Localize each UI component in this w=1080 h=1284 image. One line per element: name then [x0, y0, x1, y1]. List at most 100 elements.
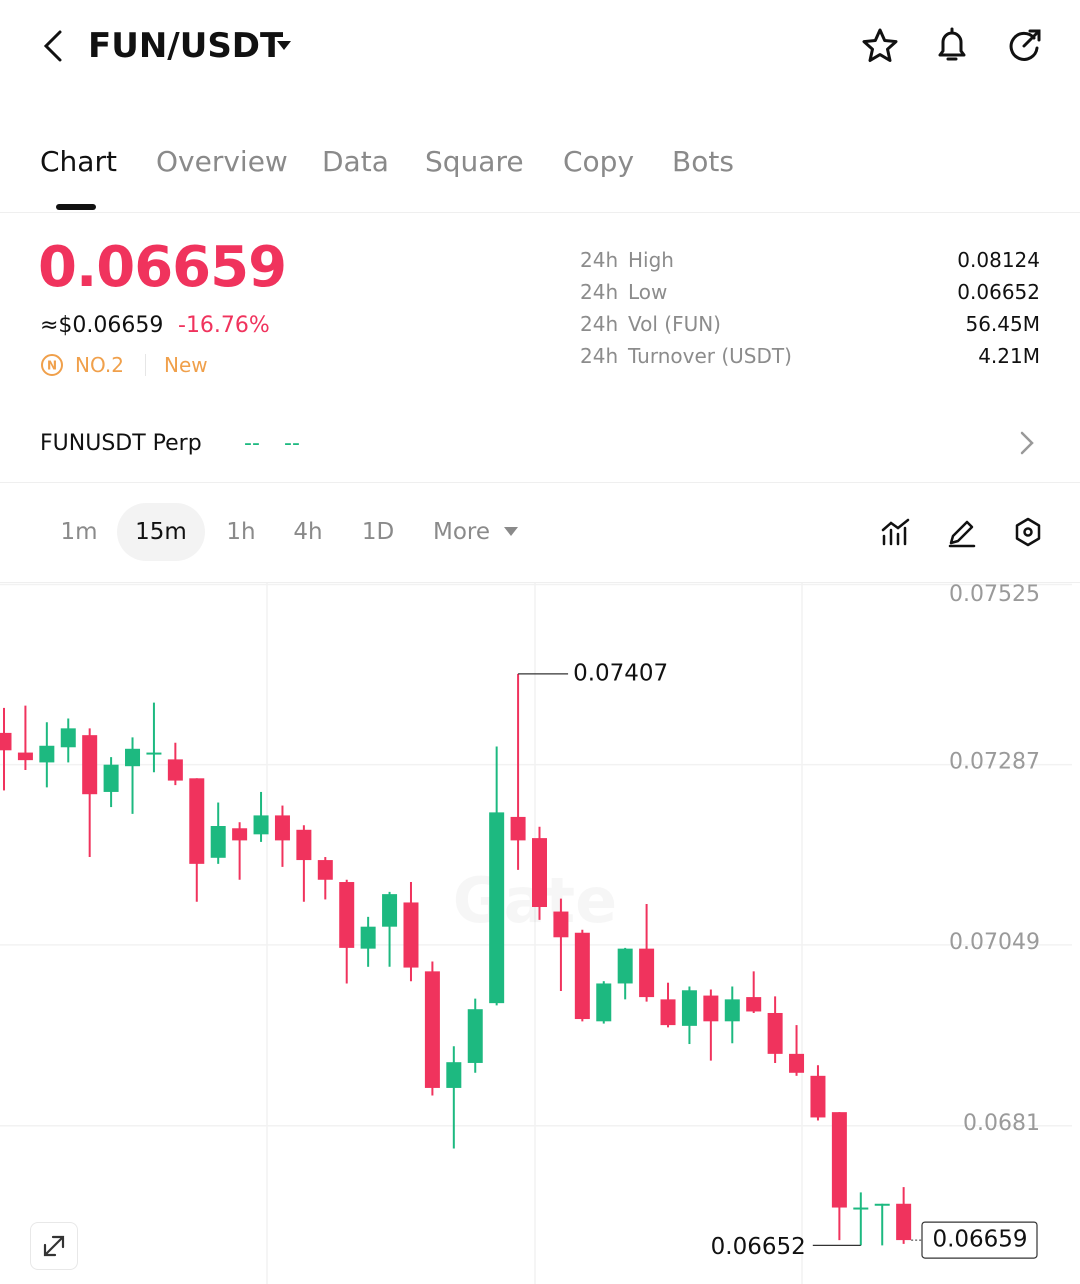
candle-body — [510, 816, 526, 841]
share-icon[interactable] — [1004, 26, 1044, 66]
candle-body — [360, 926, 376, 949]
y-tick-label: 0.07525 — [949, 583, 1040, 607]
candle-body — [253, 815, 269, 835]
settings-icon[interactable] — [1012, 516, 1044, 548]
tab[interactable]: Copy — [563, 145, 635, 178]
star-icon[interactable] — [860, 26, 900, 66]
candle-body — [146, 752, 162, 755]
stat-name: High — [628, 248, 674, 272]
candle-body — [532, 838, 547, 908]
back-icon[interactable] — [38, 28, 68, 64]
candle-body — [39, 745, 55, 763]
candle-body — [617, 948, 633, 984]
interval-button[interactable]: More — [433, 519, 491, 545]
candle-body — [681, 990, 697, 1026]
rank-label: NO.2 — [75, 353, 124, 377]
last-price-box — [921, 1221, 1038, 1259]
candle-body — [767, 1012, 783, 1054]
stat-value: 0.08124 — [957, 248, 1040, 272]
draw-icon[interactable] — [946, 516, 978, 548]
price-change: -16.76% — [178, 313, 270, 338]
expand-button[interactable] — [30, 1222, 78, 1270]
candle-body — [831, 1112, 847, 1208]
candle-body — [724, 999, 740, 1022]
y-tick-label: 0.07049 — [949, 930, 1040, 955]
stat-period: 24h — [580, 248, 619, 272]
tag-label: New — [164, 353, 208, 377]
tab[interactable]: Chart — [40, 145, 117, 178]
candle-body — [103, 764, 119, 792]
candle-body — [596, 983, 612, 1022]
candle-body — [553, 911, 569, 938]
interval-button[interactable]: 4h — [293, 519, 323, 545]
candle-body — [167, 759, 183, 781]
candle-body — [746, 997, 762, 1012]
candle-body — [317, 860, 333, 880]
perp-name[interactable]: FUNUSDT Perp — [40, 431, 202, 456]
interval-button[interactable]: 15m — [117, 503, 205, 561]
bell-icon[interactable] — [932, 26, 972, 66]
divider — [0, 582, 1080, 583]
candle-body — [339, 882, 355, 948]
pair-caret[interactable] — [276, 40, 292, 52]
candle-body — [446, 1062, 462, 1088]
divider — [0, 482, 1080, 483]
perp-change: -- — [284, 431, 300, 456]
candle-body — [17, 752, 33, 761]
candle-body — [810, 1075, 826, 1118]
usd-price: ≈$0.06659 — [40, 313, 164, 338]
candle-body — [424, 971, 440, 1088]
stat-period: 24h — [580, 344, 619, 368]
candle-body — [639, 948, 655, 998]
candle-body — [232, 828, 248, 841]
candle-body — [467, 1009, 483, 1063]
tab-indicator — [56, 204, 96, 210]
candle-body — [403, 902, 419, 968]
candle-body — [382, 894, 398, 927]
tab[interactable]: Overview — [156, 145, 288, 178]
interval-button[interactable]: 1m — [60, 519, 98, 545]
candle-body — [189, 778, 205, 864]
stat-value: 56.45M — [965, 312, 1040, 336]
candle-body — [896, 1203, 912, 1241]
tab[interactable]: Data — [322, 145, 389, 178]
candlestick-chart: Gate 0.075250.072870.070490.06810.074070… — [0, 583, 1072, 1284]
chevron-icon[interactable] — [1018, 430, 1036, 456]
stat-period: 24h — [580, 280, 619, 304]
interval-button[interactable]: 1h — [226, 519, 256, 545]
stat-value: 4.21M — [978, 344, 1040, 368]
candle-body — [489, 812, 505, 1004]
indicator-icon[interactable] — [880, 516, 912, 548]
y-tick-label: 0.07287 — [949, 750, 1040, 775]
candle-body — [296, 829, 312, 861]
candle-body — [0, 732, 12, 751]
candle-body — [125, 748, 141, 767]
candle-body — [703, 995, 719, 1022]
stat-name: Turnover (USDT) — [628, 344, 792, 368]
separator — [145, 354, 146, 376]
more-caret[interactable] — [503, 526, 519, 538]
interval-button[interactable]: 1D — [361, 519, 395, 545]
last-price-label: 0.06659 — [932, 1227, 1027, 1253]
high-label: 0.07407 — [573, 660, 668, 686]
candle-body — [660, 999, 676, 1026]
candle-body — [789, 1053, 805, 1073]
stat-period: 24h — [580, 312, 619, 336]
candle-body — [82, 735, 98, 795]
pair-title[interactable]: FUN/USDT — [88, 26, 284, 66]
stat-name: Vol (FUN) — [628, 312, 721, 336]
low-label: 0.06652 — [711, 1234, 806, 1260]
divider — [0, 212, 1080, 213]
tab[interactable]: Square — [425, 145, 524, 178]
candle-body — [874, 1203, 890, 1206]
candle-body — [574, 932, 590, 1020]
candle-body — [853, 1207, 869, 1210]
candle-body — [210, 826, 226, 858]
candle-body — [60, 728, 76, 748]
y-tick-label: 0.0681 — [963, 1111, 1040, 1136]
stat-value: 0.06652 — [957, 280, 1040, 304]
tab[interactable]: Bots — [672, 145, 734, 178]
candle-body — [274, 815, 290, 841]
svg-text:N: N — [47, 359, 57, 373]
